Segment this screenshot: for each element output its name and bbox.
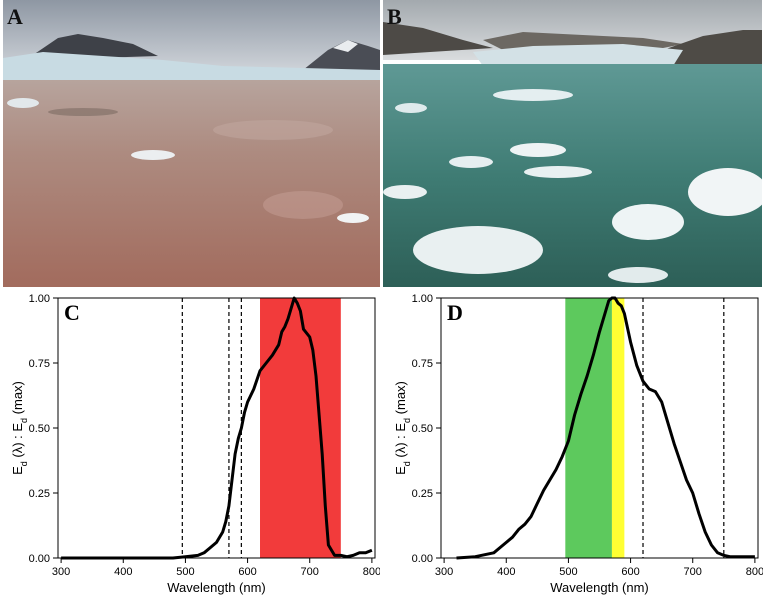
chart-c-xtick-label-4: 700 <box>301 566 319 578</box>
chart-d-xtick-label-1: 400 <box>497 566 515 578</box>
chart-d-band-0 <box>565 298 612 558</box>
chart-c-xtick-label-0: 300 <box>52 566 70 578</box>
chart-c-band-0 <box>260 298 341 558</box>
photo-b-image <box>383 0 762 287</box>
chart-c-ytick-label-1: 0.25 <box>29 488 50 500</box>
photo-a-label: A <box>7 4 23 29</box>
chart-d-xtick-label-3: 600 <box>621 566 639 578</box>
chart-d-ytick-label-2: 0.50 <box>412 423 433 435</box>
chart-c: 300 400 500 600 700 800 0.000.250.500.751.00 … <box>10 293 380 595</box>
chart-c-panel-label: C <box>64 300 80 325</box>
chart-d-spectrum-line <box>456 296 755 560</box>
chart-d-ytick-label-0: 0.00 <box>412 553 433 565</box>
chart-d: 300 400 500 600 700 800 0.000.250.500.751.00 … <box>393 293 763 595</box>
chart-d-xtick-label-2: 500 <box>559 566 577 578</box>
chart-c-xtick-label-2: 500 <box>176 566 194 578</box>
chart-c-ytick-label-4: 1.00 <box>29 293 50 305</box>
chart-d-ytick-label-3: 0.75 <box>412 358 433 370</box>
chart-d-ytick-label-4: 1.00 <box>412 293 433 305</box>
chart-c-xtick-label-5: 800 <box>363 566 380 578</box>
chart-d-xlabel: Wavelength (nm) <box>550 580 649 595</box>
chart-d-ytick-label-1: 0.25 <box>412 488 433 500</box>
chart-c-spectrum-line <box>61 296 373 560</box>
chart-d-panel-label: D <box>447 300 463 325</box>
photo-panel-a: A <box>3 0 380 287</box>
chart-d-xtick-label-4: 700 <box>684 566 702 578</box>
chart-c-xtick-label-3: 600 <box>238 566 256 578</box>
chart-d-xtick-label-0: 300 <box>435 566 453 578</box>
chart-c-ylabel: Ed (λ) : Ed (max) <box>10 381 29 475</box>
photo-a-image <box>3 0 380 287</box>
chart-d-ylabel: Ed (λ) : Ed (max) <box>393 381 412 475</box>
photo-b-label: B <box>387 4 402 29</box>
chart-c-ytick-label-2: 0.50 <box>29 423 50 435</box>
chart-c-ytick-label-0: 0.00 <box>29 553 50 565</box>
chart-c-xtick-label-1: 400 <box>114 566 132 578</box>
chart-c-ytick-label-3: 0.75 <box>29 358 50 370</box>
chart-d-xtick-label-5: 800 <box>746 566 763 578</box>
chart-d-band-1 <box>611 298 625 558</box>
chart-c-xlabel: Wavelength (nm) <box>167 580 266 595</box>
photo-panel-b: B <box>383 0 762 287</box>
